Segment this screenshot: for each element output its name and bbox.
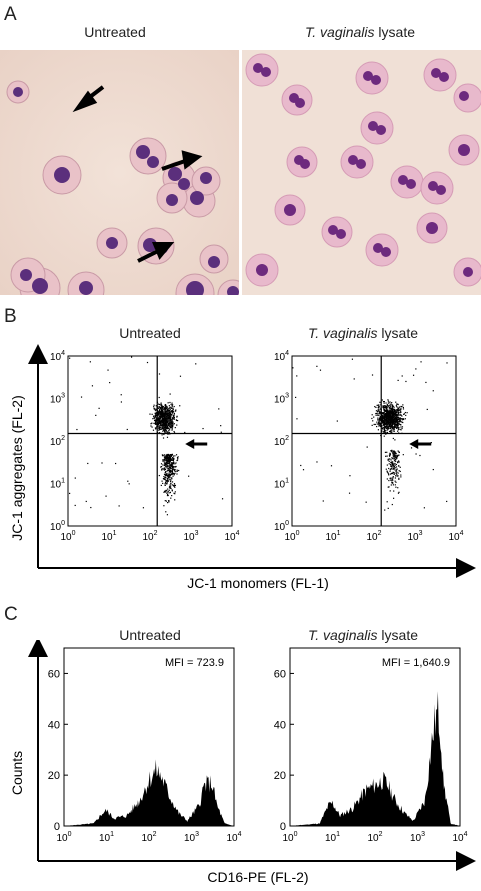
tick-label: 104 [448, 530, 463, 543]
tick-label: 101 [99, 831, 114, 844]
y-axis-label: JC-1 aggregates (FL-2) [9, 395, 25, 541]
tick-label: 102 [367, 831, 382, 844]
panel-letter-b: B [4, 306, 17, 327]
arrows [72, 85, 203, 263]
mfi-annotation: MFI = 1,640.9 [382, 657, 450, 669]
panel-a-right-title: T. vaginalis lysate [305, 24, 415, 40]
panel-b-right-title: T. vaginalis lysate [308, 325, 418, 341]
histogram-untreated: 0 20 40 60 100 101 102 103 104 MFI = 723.9 [48, 647, 242, 844]
tick-label: 101 [274, 478, 289, 491]
population-arrow [185, 438, 208, 449]
panel-c-left-title: Untreated [119, 627, 181, 643]
tick-label: 101 [50, 478, 65, 491]
tick-label: 104 [224, 530, 239, 543]
tick-label: 100 [60, 530, 75, 543]
histogram-area [64, 759, 234, 826]
tick-label: 100 [50, 520, 65, 533]
tick-label: 103 [407, 530, 422, 543]
histogram-area [290, 691, 460, 826]
tick-label: 100 [274, 520, 289, 533]
panel-b-left-title: Untreated [119, 325, 181, 341]
micrograph-untreated [0, 50, 239, 295]
tick-label: 104 [226, 831, 241, 844]
x-axis-label: JC-1 monomers (FL-1) [187, 575, 329, 591]
y-tick-label: 40 [48, 719, 60, 731]
tick-label: 102 [142, 530, 157, 543]
flow-scatter-figure: JC-1 aggregates (FL-2) JC-1 monomers (FL… [9, 344, 476, 591]
event-dots [69, 356, 224, 516]
tick-label: 104 [452, 831, 467, 844]
tick-label: 100 [56, 831, 71, 844]
tick-label: 100 [284, 530, 299, 543]
y-axis-label: Counts [9, 751, 25, 795]
x-axis-label: CD16-PE (FL-2) [207, 869, 308, 885]
micrograph-untreated-svg [0, 50, 239, 295]
tick-label: 103 [183, 530, 198, 543]
tick-label: 101 [101, 530, 116, 543]
tick-label: 103 [184, 831, 199, 844]
tick-label: 102 [274, 435, 289, 448]
mfi-annotation: MFI = 723.9 [165, 657, 224, 669]
histogram-lysate: 0 20 40 60 100 101 102 103 104 MFI = 1,640.9 [274, 647, 468, 844]
y-tick-label: 60 [274, 668, 286, 680]
tick-label: 102 [366, 530, 381, 543]
tick-label: 102 [50, 435, 65, 448]
tick-label: 103 [50, 393, 65, 406]
population-arrow [409, 438, 432, 449]
panel-letter-a: A [4, 4, 17, 25]
y-tick-label: 40 [274, 719, 286, 731]
y-tick-label: 60 [48, 668, 60, 680]
nuclei [13, 87, 239, 295]
tick-label: 101 [325, 530, 340, 543]
micrograph-lysate [242, 50, 481, 295]
y-tick-label: 0 [280, 821, 286, 833]
tick-label: 100 [282, 831, 297, 844]
tick-label: 104 [50, 350, 65, 363]
tick-label: 101 [325, 831, 340, 844]
y-tick-label: 20 [274, 770, 286, 782]
plot-frame [291, 355, 457, 527]
organism-name: T. vaginalis [305, 24, 375, 40]
plot-frame [67, 355, 233, 527]
y-tick-label: 20 [48, 770, 60, 782]
panel-a-left-title: Untreated [84, 24, 146, 40]
micrograph-lysate-svg [242, 50, 481, 295]
event-dots [292, 358, 448, 511]
tick-label: 103 [410, 831, 425, 844]
y-tick-label: 0 [54, 821, 60, 833]
panel-letter-c: C [4, 604, 18, 625]
panel-c-right-title: T. vaginalis lysate [308, 627, 418, 643]
tick-label: 102 [141, 831, 156, 844]
tick-label: 104 [274, 350, 289, 363]
tick-label: 103 [274, 393, 289, 406]
histogram-figure: Counts CD16-PE (FL-2) 0 20 40 60 100 101 102 10… [9, 640, 476, 885]
